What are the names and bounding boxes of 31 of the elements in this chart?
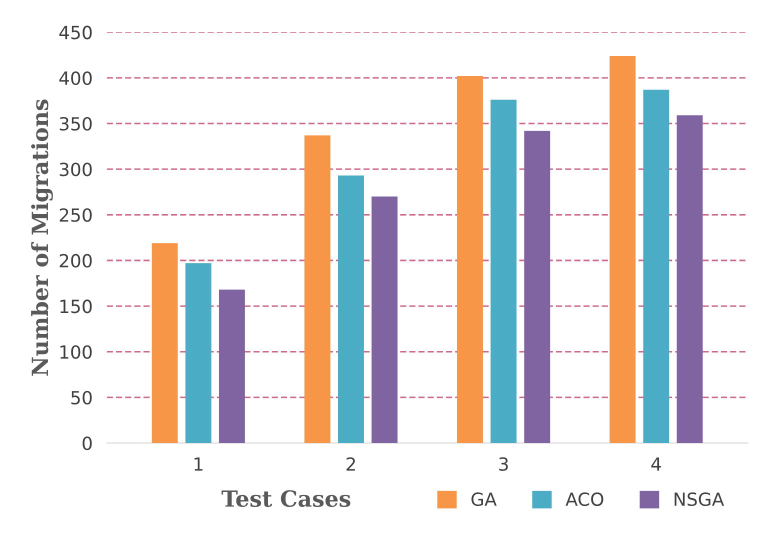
- bar: [304, 135, 330, 444]
- legend-label: GA: [472, 492, 497, 506]
- y-tick-label: 200: [60, 254, 92, 268]
- y-tick-label: 250: [60, 208, 92, 222]
- x-tick-label: 2: [346, 457, 355, 471]
- y-tick-label: 150: [60, 300, 92, 314]
- y-tick-label: 400: [59, 71, 92, 85]
- bar: [338, 176, 364, 444]
- legend-label: ACO: [566, 492, 604, 506]
- legend-label: NSGA: [674, 492, 724, 506]
- y-tick-label: 450: [59, 26, 92, 40]
- bar: [490, 100, 517, 444]
- x-tick-label: 4: [651, 457, 661, 471]
- bar: [524, 130, 550, 444]
- bar: [185, 263, 212, 444]
- bar: [610, 56, 636, 444]
- bar: [372, 196, 398, 444]
- bar: [457, 76, 483, 444]
- y-tick-label: 350: [60, 116, 92, 131]
- y-tick-label: 0: [82, 436, 92, 450]
- y-tick-label: 100: [60, 345, 92, 359]
- bar: [643, 90, 670, 444]
- x-axis-title: Test Cases: [222, 490, 350, 507]
- bar: [152, 243, 178, 444]
- y-axis-title: Number of Migrations: [31, 99, 53, 376]
- y-tick-label: 50: [71, 390, 92, 404]
- x-tick-label: 3: [499, 457, 508, 471]
- bar: [218, 290, 245, 444]
- x-tick-label: 1: [194, 457, 202, 471]
- y-tick-label: 300: [60, 162, 92, 176]
- bar: [676, 115, 703, 444]
